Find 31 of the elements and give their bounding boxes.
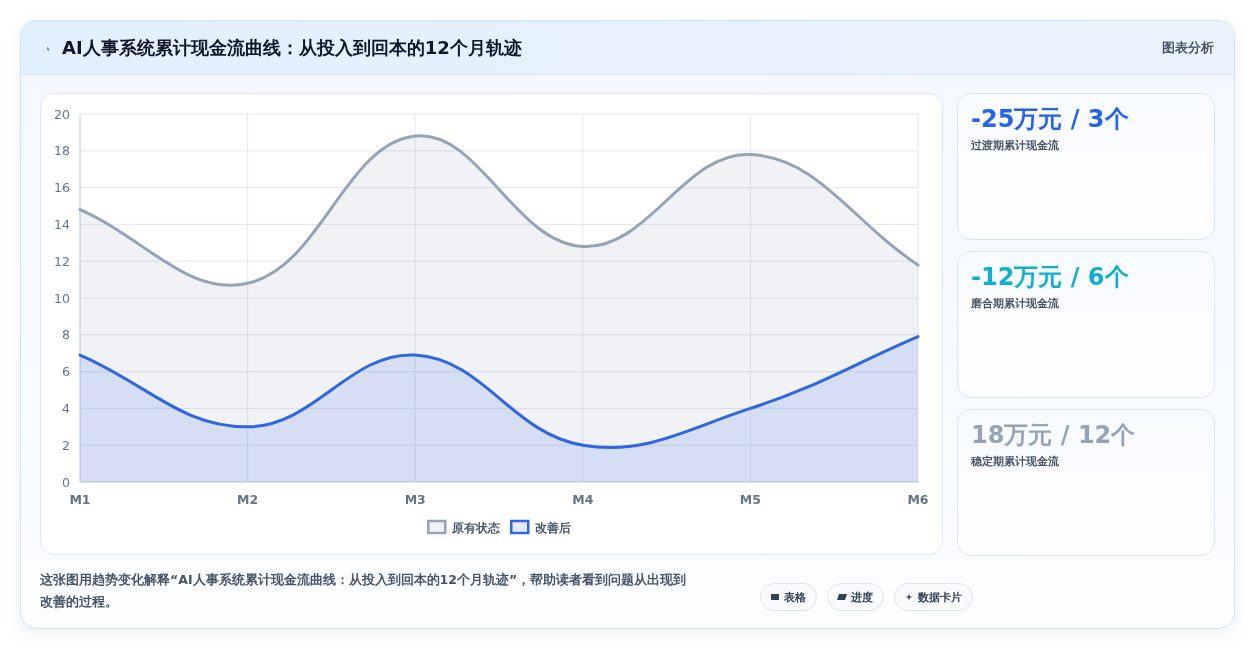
legend-label: 原有状态 — [451, 520, 501, 535]
y-tick-label: 4 — [62, 400, 71, 416]
x-tick-label: M5 — [739, 492, 761, 507]
text: 过渡期累计现金流 — [971, 138, 1059, 154]
y-tick-label: 6 — [62, 364, 71, 380]
chart-title: AI人事系统累计现金流曲线：从投入到回本的12个月轨迹 — [62, 36, 522, 60]
y-tick-label: 2 — [62, 437, 70, 453]
text: 进度 — [851, 589, 873, 605]
text: -25万元 / 3个 — [971, 104, 1129, 135]
y-tick-label: 14 — [54, 216, 71, 232]
text: 18万元 / 12个 — [971, 420, 1136, 451]
x-tick-label: M6 — [907, 492, 929, 507]
legend-label: 改善后 — [535, 520, 571, 535]
x-tick-label: M1 — [69, 492, 91, 507]
y-tick-label: 16 — [54, 180, 71, 196]
text: 数据卡片 — [918, 589, 962, 605]
y-tick-label: 0 — [62, 474, 71, 490]
y-tick-label: 12 — [54, 253, 70, 269]
text: 磨合期累计现金流 — [971, 296, 1059, 312]
text: 表格 — [784, 589, 806, 605]
text: -12万元 / 6个 — [971, 262, 1129, 293]
y-tick-label: 10 — [54, 290, 71, 306]
x-tick-label: M4 — [572, 492, 594, 507]
text: 这张图用趋势变化解释“AI人事系统累计现金流曲线：从投入到回本的12个月轨迹”，帮助读者看到问题从出现到改善的过程。 — [40, 571, 688, 611]
y-tick-label: 20 — [54, 106, 71, 122]
y-tick-label: 18 — [54, 143, 71, 159]
text: 图表分析 — [1162, 39, 1214, 57]
x-tick-label: M3 — [404, 492, 426, 507]
y-tick-label: 8 — [62, 327, 71, 343]
x-tick-label: M2 — [237, 492, 259, 507]
text: 稳定期累计现金流 — [971, 454, 1059, 470]
